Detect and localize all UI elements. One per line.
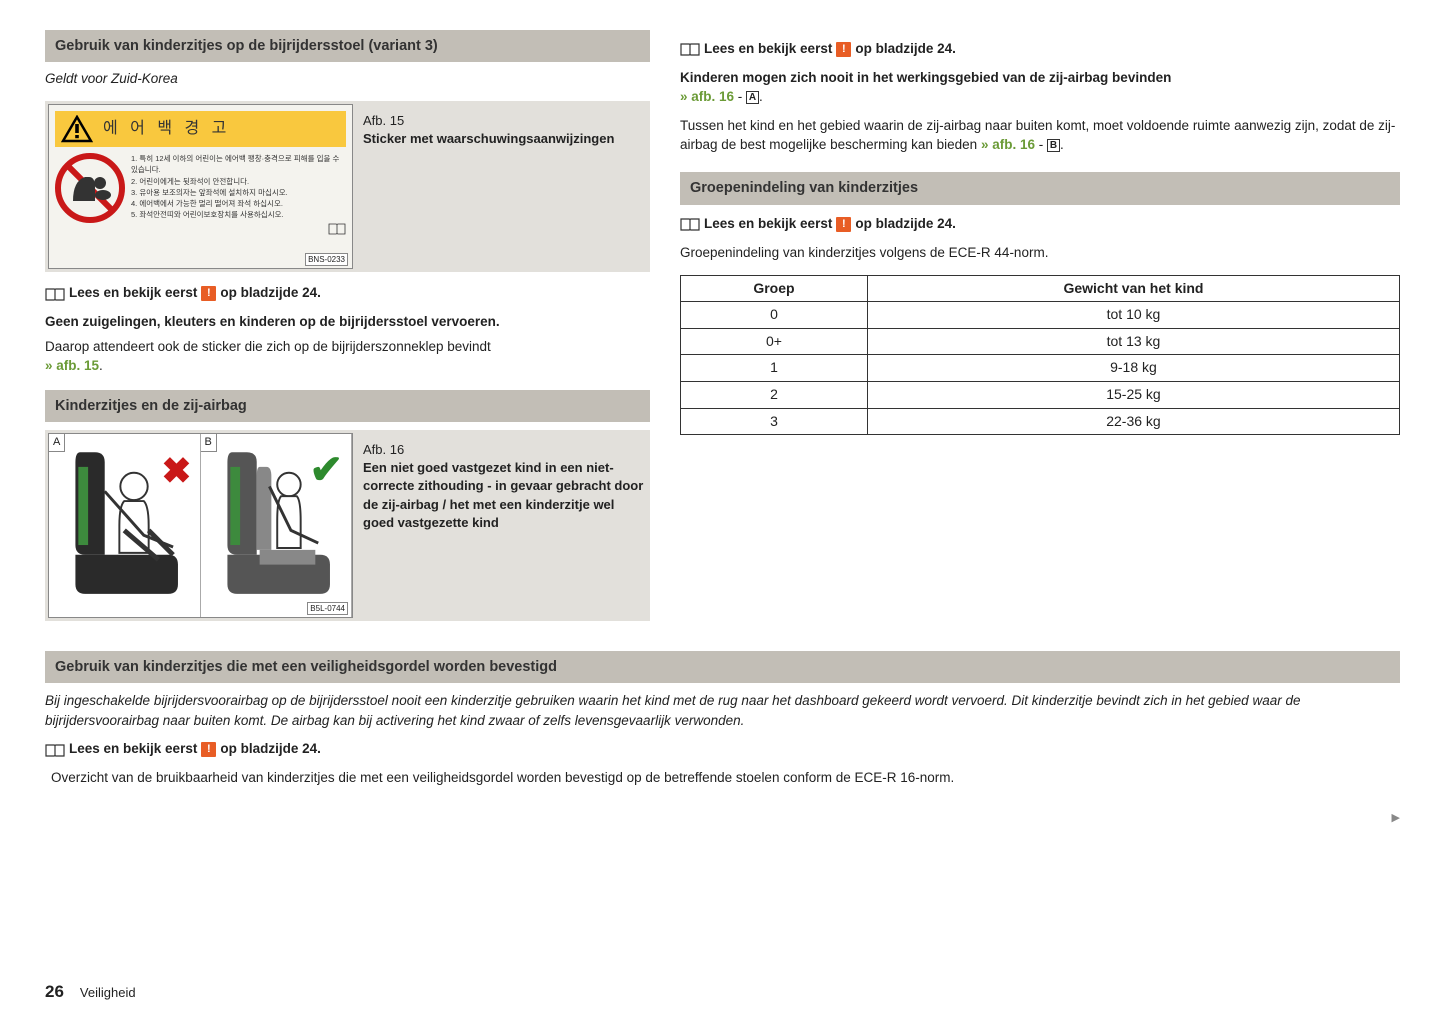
ece-r16-overview: Overzicht van de bruikbaarheid van kinde… bbox=[45, 769, 1400, 788]
panel-label-b: B bbox=[201, 434, 217, 452]
figure-15-block: 에 어 백 경 고 1. 특히 12세 이하의 어린이는 에어백 팽창·충격으로… bbox=[45, 101, 650, 272]
read-first-text: Lees en bekijk eerst bbox=[69, 740, 197, 759]
table-row: 215-25 kg bbox=[681, 381, 1400, 408]
fig16-title: Een niet goed vastgezet kind in een niet… bbox=[363, 459, 647, 532]
image-code-16: B5L-0744 bbox=[307, 602, 348, 615]
side-airbag-distance: Tussen het kind en het gebied waarin de … bbox=[680, 117, 1400, 155]
page-footer: 26 Veiligheid bbox=[45, 980, 136, 1004]
footer-section-name: Veiligheid bbox=[80, 984, 136, 1002]
weight-table: Groep Gewicht van het kind 0tot 10 kg 0+… bbox=[680, 275, 1400, 436]
ece-r44-intro: Groepenindeling van kinderzitjes volgens… bbox=[680, 244, 1400, 263]
page-number: 26 bbox=[45, 980, 64, 1004]
link-afb16-b[interactable]: » afb. 16 bbox=[981, 137, 1035, 152]
sticker-note: Daarop attendeert ook de sticker die zic… bbox=[45, 338, 650, 376]
panel-label-a: A bbox=[49, 434, 65, 452]
cell-group: 0 bbox=[681, 302, 868, 329]
th-group: Groep bbox=[681, 275, 868, 302]
read-first-text: Lees en bekijk eerst bbox=[69, 284, 197, 303]
ref-box-b: B bbox=[1047, 139, 1060, 152]
korean-warning-lines: 1. 특히 12세 이하의 어린이는 에어백 팽창·충격으로 피해를 입을 수 … bbox=[131, 153, 346, 235]
side-airbag-warning: Kinderen mogen zich nooit in het werking… bbox=[680, 69, 1400, 107]
prohibit-child-seat-icon bbox=[55, 153, 125, 223]
korean-line-4: 4. 에어백에서 가능한 멀리 떨어져 좌석 하십시오. bbox=[131, 198, 346, 209]
image-code-15: BNS-0233 bbox=[305, 253, 348, 266]
continue-arrow-icon: ▶ bbox=[1392, 811, 1400, 826]
cell-weight: tot 10 kg bbox=[867, 302, 1399, 329]
read-first-text: Lees en bekijk eerst bbox=[704, 215, 832, 234]
book-icon bbox=[45, 743, 65, 757]
korean-line-1: 1. 특히 12세 이하의 어린이는 에어백 팽창·충격으로 피해를 입을 수 … bbox=[131, 153, 346, 176]
read-first-page: op bladzijde 24. bbox=[855, 215, 956, 234]
warn-badge-icon: ! bbox=[201, 286, 216, 301]
book-icon bbox=[680, 217, 700, 231]
warn-badge-icon: ! bbox=[836, 42, 851, 57]
read-first-text: Lees en bekijk eerst bbox=[704, 40, 832, 59]
ref-box-a: A bbox=[746, 91, 759, 104]
korean-line-2: 2. 어린이에게는 뒷좌석이 안전합니다. bbox=[131, 176, 346, 187]
korean-line-5: 5. 좌석안전띠와 어린이보호장치를 사용하십시오. bbox=[131, 209, 346, 220]
sticker-note-text: Daarop attendeert ook de sticker die zic… bbox=[45, 339, 491, 354]
book-icon bbox=[680, 42, 700, 56]
table-row: 0+tot 13 kg bbox=[681, 328, 1400, 355]
cell-weight: 15-25 kg bbox=[867, 381, 1399, 408]
cell-group: 1 bbox=[681, 355, 868, 382]
section-heading-groups: Groepenindeling van kinderzitjes bbox=[680, 172, 1400, 204]
th-weight: Gewicht van het kind bbox=[867, 275, 1399, 302]
warn-badge-icon: ! bbox=[201, 742, 216, 757]
subtitle-korea: Geldt voor Zuid-Korea bbox=[45, 70, 650, 89]
table-row: 322-36 kg bbox=[681, 408, 1400, 435]
warning-triangle-icon bbox=[61, 115, 93, 143]
check-mark-icon: ✔ bbox=[309, 442, 343, 498]
book-icon bbox=[328, 223, 346, 235]
read-first-line-2: Lees en bekijk eerst ! op bladzijde 24. bbox=[680, 40, 1400, 59]
table-row: 0tot 10 kg bbox=[681, 302, 1400, 329]
section-heading-seatbelt: Gebruik van kinderzitjes die met een vei… bbox=[45, 651, 1400, 683]
cell-group: 0+ bbox=[681, 328, 868, 355]
fig16-label: Afb. 16 bbox=[363, 441, 647, 459]
read-first-page: op bladzijde 24. bbox=[220, 284, 321, 303]
warn-badge-icon: ! bbox=[836, 217, 851, 232]
book-icon bbox=[45, 287, 65, 301]
warning-sticker-header: 에 어 백 경 고 bbox=[55, 111, 346, 147]
section-heading-variant3: Gebruik van kinderzitjes op de bijrijder… bbox=[45, 30, 650, 62]
figure-15-image: 에 어 백 경 고 1. 특히 12세 이하의 어린이는 에어백 팽창·충격으로… bbox=[48, 104, 353, 269]
cell-weight: tot 13 kg bbox=[867, 328, 1399, 355]
korean-line-3: 3. 유아용 보조의자는 앞좌석에 설치하지 마십시오. bbox=[131, 187, 346, 198]
read-first-page: op bladzijde 24. bbox=[855, 40, 956, 59]
seat-panel-a: A ✖ bbox=[49, 434, 201, 617]
section-heading-sideairbag: Kinderzitjes en de zij-airbag bbox=[45, 390, 650, 422]
read-first-page: op bladzijde 24. bbox=[220, 740, 321, 759]
fig15-title: Sticker met waarschuwingsaanwijzingen bbox=[363, 130, 647, 148]
read-first-line-3: Lees en bekijk eerst ! op bladzijde 24. bbox=[680, 215, 1400, 234]
cell-weight: 9-18 kg bbox=[867, 355, 1399, 382]
cell-group: 2 bbox=[681, 381, 868, 408]
no-infants-text: Geen zuigelingen, kleuters en kinderen o… bbox=[45, 313, 650, 332]
table-row: 19-18 kg bbox=[681, 355, 1400, 382]
seatbelt-warning-italic: Bij ingeschakelde bijrijdersvoorairbag o… bbox=[45, 691, 1400, 730]
korean-warning-title: 에 어 백 경 고 bbox=[103, 118, 230, 140]
cell-weight: 22-36 kg bbox=[867, 408, 1399, 435]
read-first-line-4: Lees en bekijk eerst ! op bladzijde 24. bbox=[45, 740, 1400, 759]
link-afb16-a[interactable]: » afb. 16 bbox=[680, 89, 734, 104]
side-airbag-bold: Kinderen mogen zich nooit in het werking… bbox=[680, 70, 1171, 85]
fig15-label: Afb. 15 bbox=[363, 112, 647, 130]
seat-panel-b: B ✔ bbox=[201, 434, 353, 617]
figure-16-image: A ✖ B bbox=[48, 433, 353, 618]
distance-text: Tussen het kind en het gebied waarin de … bbox=[680, 118, 1395, 152]
x-mark-icon: ✖ bbox=[161, 446, 191, 496]
link-afb15[interactable]: » afb. 15 bbox=[45, 358, 99, 373]
read-first-line-1: Lees en bekijk eerst ! op bladzijde 24. bbox=[45, 284, 650, 303]
figure-16-block: A ✖ B bbox=[45, 430, 650, 621]
cell-group: 3 bbox=[681, 408, 868, 435]
